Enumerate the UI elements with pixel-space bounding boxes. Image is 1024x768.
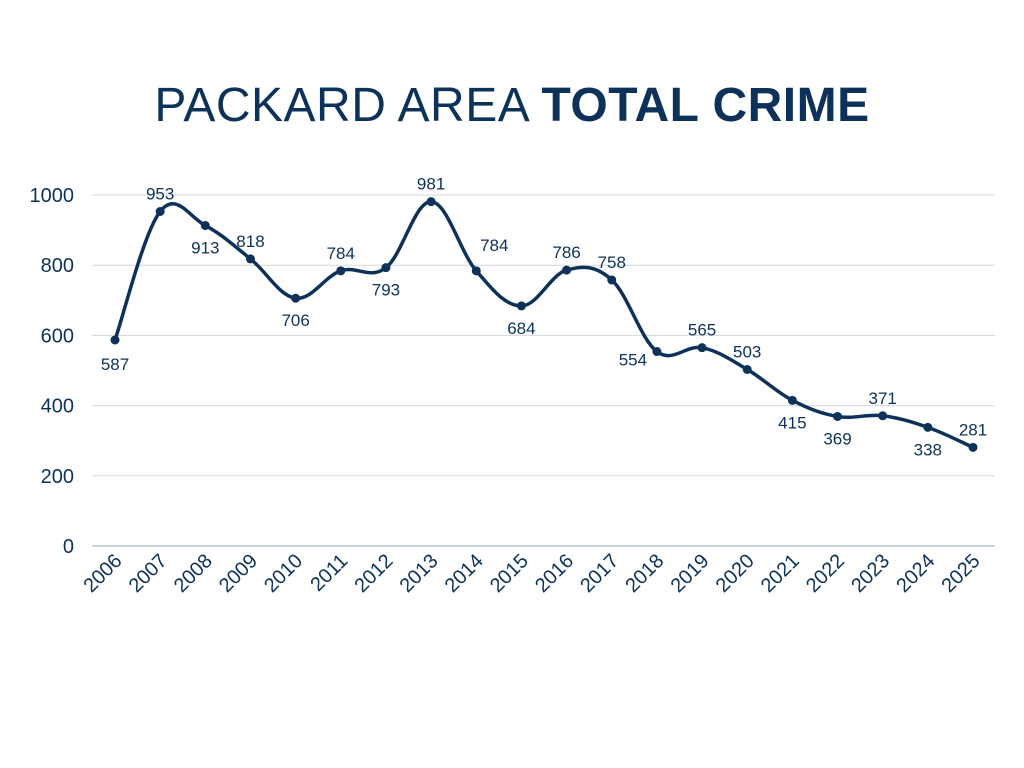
data-point: [697, 343, 707, 353]
x-tick-label: 2012: [350, 550, 397, 597]
data-point: [155, 206, 165, 216]
data-label: 371: [868, 389, 896, 408]
data-point: [878, 411, 888, 421]
x-tick-label: 2016: [531, 550, 578, 597]
data-point: [968, 442, 978, 452]
y-tick-label: 0: [63, 536, 74, 558]
data-point: [516, 301, 526, 311]
x-tick-label: 2021: [757, 550, 804, 597]
chart-title: PACKARD AREA TOTAL CRIME: [0, 78, 1024, 133]
y-tick-label: 800: [41, 255, 74, 277]
x-tick-label: 2008: [170, 550, 217, 597]
y-tick-label: 200: [41, 466, 74, 488]
y-tick-label: 400: [41, 396, 74, 418]
data-label: 786: [552, 243, 580, 262]
data-label: 565: [688, 321, 716, 340]
data-label: 793: [372, 281, 400, 300]
x-tick-label: 2024: [892, 550, 939, 597]
data-label: 281: [959, 420, 987, 439]
data-label: 554: [619, 351, 647, 370]
data-point: [742, 364, 752, 374]
data-point: [833, 411, 843, 421]
data-label: 784: [327, 244, 355, 263]
data-label: 784: [480, 236, 508, 255]
data-label: 503: [733, 342, 761, 361]
data-label: 818: [236, 232, 264, 251]
x-tick-label: 2007: [125, 550, 172, 597]
data-label: 953: [146, 184, 174, 203]
x-tick-label: 2010: [260, 550, 307, 597]
data-label: 913: [191, 239, 219, 258]
data-point: [607, 275, 617, 285]
data-label: 369: [823, 429, 851, 448]
x-tick-label: 2023: [847, 550, 894, 597]
data-label: 684: [507, 319, 535, 338]
data-point: [471, 266, 481, 276]
data-label: 706: [281, 311, 309, 330]
data-point: [245, 254, 255, 264]
data-point: [381, 263, 391, 273]
x-tick-label: 2025: [938, 550, 985, 597]
data-point: [336, 266, 346, 276]
data-point: [200, 221, 210, 231]
x-tick-label: 2022: [802, 550, 849, 597]
x-tick-label: 2020: [712, 550, 759, 597]
x-tick-label: 2017: [576, 550, 623, 597]
x-tick-label: 2013: [396, 550, 443, 597]
title-emphasis: TOTAL CRIME: [541, 79, 870, 132]
data-point: [652, 347, 662, 357]
data-label: 587: [101, 355, 129, 374]
x-tick-label: 2009: [215, 550, 262, 597]
x-tick-label: 2006: [80, 550, 127, 597]
data-label: 415: [778, 413, 806, 432]
data-point: [923, 422, 933, 432]
data-point: [426, 197, 436, 207]
data-point: [787, 395, 797, 405]
x-tick-label: 2011: [306, 550, 352, 596]
x-tick-label: 2018: [621, 550, 668, 597]
x-tick-label: 2014: [441, 550, 488, 597]
y-tick-label: 1000: [30, 185, 75, 207]
data-point: [110, 335, 120, 345]
data-point: [291, 293, 301, 303]
data-label: 758: [598, 253, 626, 272]
x-tick-label: 2019: [667, 550, 714, 597]
data-point: [562, 265, 572, 275]
data-label: 981: [417, 175, 445, 194]
x-tick-label: 2015: [486, 550, 533, 597]
title-prefix: PACKARD AREA: [154, 79, 528, 132]
y-tick-label: 600: [41, 325, 74, 347]
data-label: 338: [914, 440, 942, 459]
